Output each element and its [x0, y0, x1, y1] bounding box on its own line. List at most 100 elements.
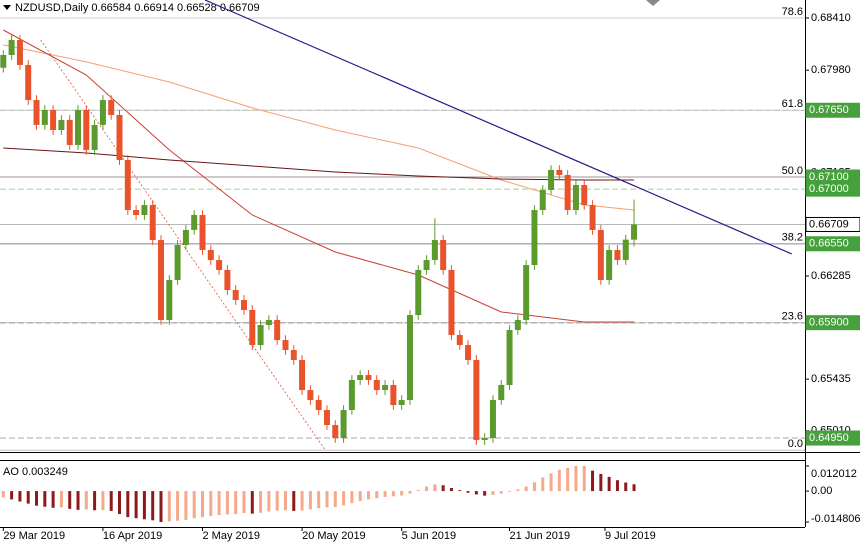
candle-body [108, 100, 115, 115]
candle-body [299, 359, 306, 391]
candle-body [8, 39, 15, 55]
candle-body [224, 270, 231, 291]
indicator-bar [59, 491, 63, 508]
candle-body [506, 329, 513, 385]
indicator-bar [541, 477, 545, 492]
indicator-bar [242, 491, 246, 514]
level-label: 0.67650 [809, 104, 849, 116]
candle-body [415, 270, 422, 316]
candle-body [365, 375, 372, 381]
indicator-bar [43, 491, 47, 507]
y-tick-label: 0.67980 [811, 64, 851, 76]
moving-average [3, 44, 635, 211]
moving-average [3, 147, 634, 181]
candle-body [465, 345, 472, 360]
fib-label: 78.6 [782, 6, 803, 18]
candle-body [182, 229, 189, 246]
candle-body [390, 384, 397, 406]
indicator-bar [449, 487, 453, 492]
candle-body [606, 249, 613, 280]
x-tick-label: 29 Mar 2019 [3, 530, 65, 542]
indicator-bar [516, 489, 520, 492]
candle-body [249, 309, 256, 346]
candle-body [16, 39, 23, 65]
candle-body [523, 265, 530, 321]
indicator-bar [607, 476, 611, 492]
indicator-bar [18, 491, 22, 502]
candle-body [323, 409, 330, 426]
indicator-bar [259, 491, 263, 513]
candle-body [207, 249, 214, 261]
indicator-bar [93, 491, 97, 511]
candle-body [589, 205, 596, 230]
indicator-bar [615, 480, 619, 492]
x-tick-label: 16 Apr 2019 [103, 530, 162, 542]
indicator-bar [549, 473, 553, 492]
candle-body [556, 169, 563, 175]
indicator-bar [325, 491, 329, 508]
indicator-bar [1, 491, 5, 498]
indicator-bar [317, 491, 321, 509]
indicator-bar [400, 491, 404, 496]
indicator-bar [591, 470, 595, 492]
level-label-box [805, 236, 860, 252]
indicator-bar [342, 491, 346, 506]
indicator-bar [383, 491, 387, 497]
indicator-bar [126, 491, 130, 518]
candle-body [50, 109, 57, 131]
indicator-bar [134, 491, 138, 519]
candle-body [357, 375, 364, 381]
indicator-bar [26, 491, 30, 504]
indicator-bar [458, 490, 462, 492]
level-label-box [805, 181, 860, 197]
indicator-y-tick-label: -0.014806 [811, 513, 860, 525]
candle-body [631, 224, 638, 240]
candle-body [265, 320, 272, 326]
indicator-bar [483, 491, 487, 496]
candle-body [149, 205, 156, 241]
indicator-bar [433, 484, 437, 492]
candle-body [91, 124, 98, 150]
indicator-bar [524, 486, 528, 492]
indicator-bar [200, 491, 204, 518]
y-tick-label: 0.65435 [811, 373, 851, 385]
candle-body [83, 109, 90, 150]
candle-body [58, 119, 65, 131]
indicator-bar [101, 491, 105, 510]
indicator-bar [441, 485, 445, 492]
fib-label: 50.0 [782, 165, 803, 177]
indicator-bar [68, 491, 72, 509]
y-tick-label: 0.68410 [811, 12, 851, 24]
x-tick-label: 5 Jun 2019 [402, 530, 456, 542]
indicator-bar [599, 473, 603, 492]
candle-body [622, 239, 629, 261]
candle-body [473, 359, 480, 440]
candle-body [539, 190, 546, 211]
candle-body [116, 114, 123, 161]
indicator-bar [118, 491, 122, 515]
candle-body [564, 174, 571, 211]
candle-body [232, 290, 239, 300]
indicator-bar [508, 491, 512, 492]
indicator-bar [283, 491, 287, 511]
indicator-bar [391, 491, 395, 497]
indicator-bar [35, 491, 39, 506]
indicator-bar [142, 491, 146, 520]
fib-label: 23.6 [782, 311, 803, 323]
indicator-bar [557, 469, 561, 492]
trendline [204, 0, 792, 255]
candle-body [174, 245, 181, 280]
level-label: 0.65900 [809, 317, 849, 329]
candle-body [597, 229, 604, 280]
x-tick-label: 9 Jul 2019 [605, 530, 656, 542]
candle-body [124, 160, 131, 211]
indicator-bar [624, 482, 628, 492]
indicator-bar [209, 491, 213, 517]
candle-body [531, 210, 538, 266]
scroll-marker [646, 0, 660, 6]
candle-body [99, 100, 106, 125]
indicator-bar [466, 491, 470, 493]
indicator-bar [566, 467, 570, 492]
indicator-bar [582, 466, 586, 492]
